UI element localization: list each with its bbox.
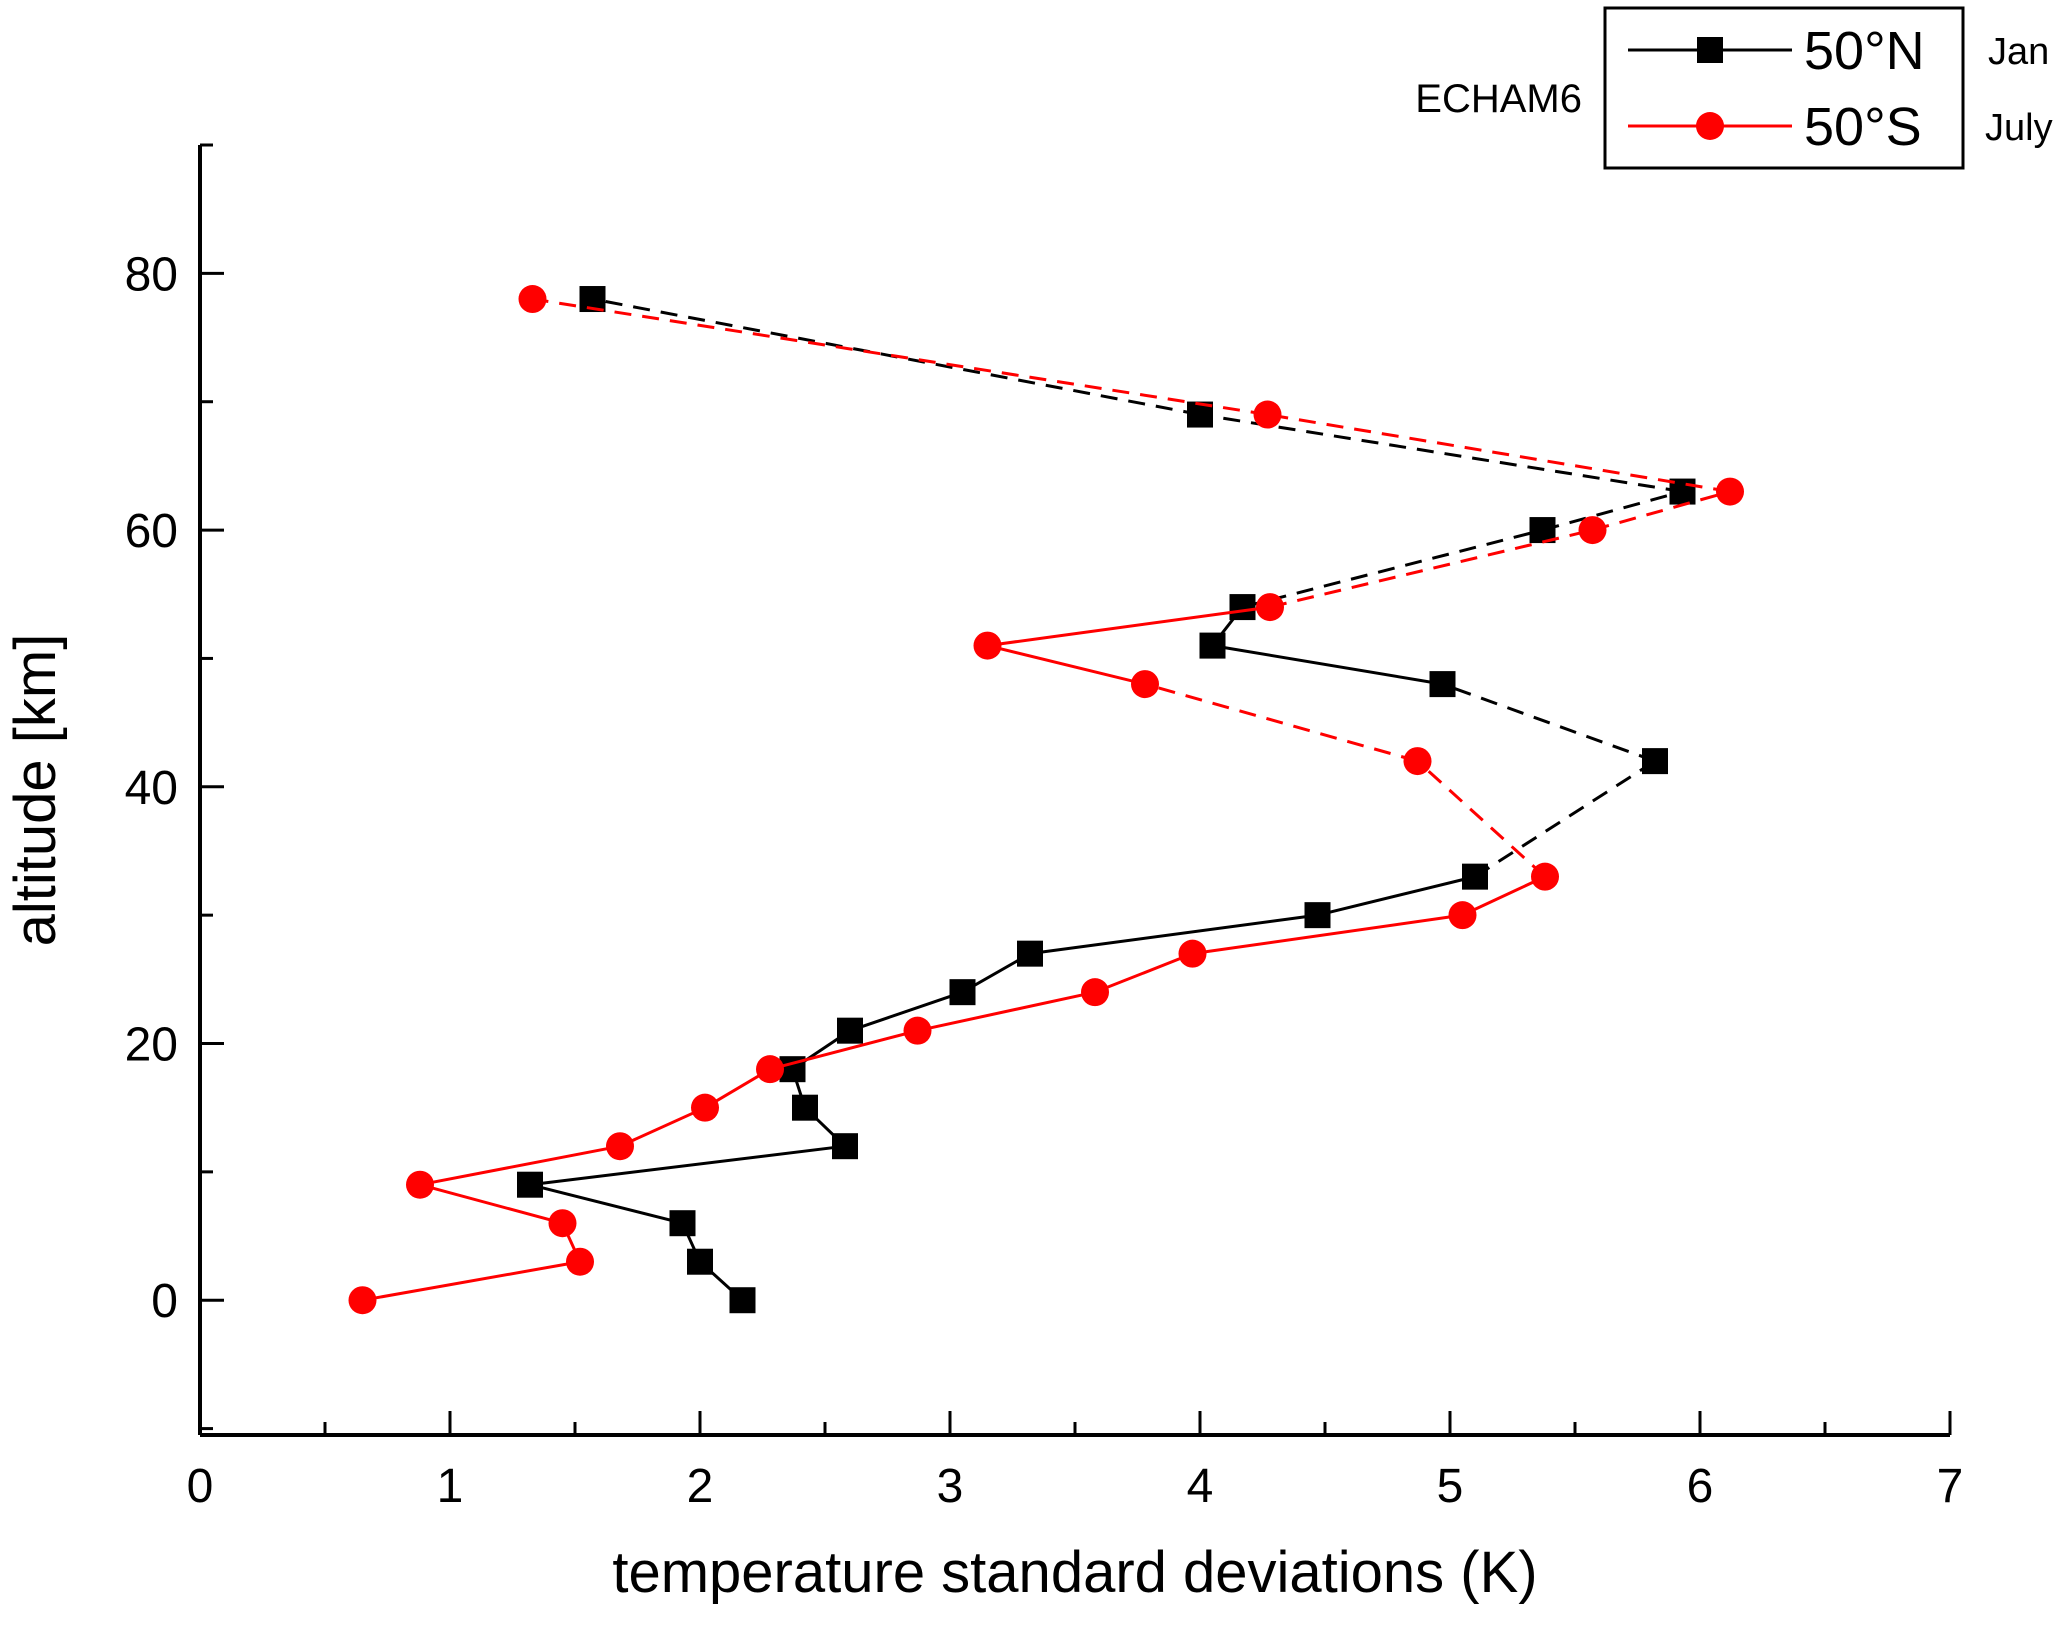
season-label-july: July bbox=[1985, 107, 2053, 149]
data-point-square bbox=[1429, 671, 1456, 698]
data-point-circle bbox=[1448, 901, 1477, 930]
data-point-square bbox=[832, 1133, 858, 1160]
data-point-circle bbox=[406, 1170, 434, 1199]
series-50s-july bbox=[348, 285, 1744, 1315]
data-point-square bbox=[1642, 748, 1668, 775]
data-point-circle bbox=[691, 1093, 719, 1122]
data-point-square bbox=[1229, 594, 1256, 621]
data-point-square bbox=[1304, 902, 1331, 929]
y-tick-label: 80 bbox=[125, 248, 178, 301]
x-tick-label: 3 bbox=[937, 1460, 964, 1513]
series-segment bbox=[1212, 644, 1443, 686]
y-tick-label: 0 bbox=[151, 1275, 178, 1328]
data-point-circle bbox=[548, 1209, 577, 1238]
data-point-circle bbox=[1578, 516, 1607, 545]
series-segment bbox=[1592, 490, 1731, 532]
data-point-circle bbox=[348, 1286, 377, 1315]
y-axis-title: altitude [km] bbox=[3, 634, 68, 947]
series-segment bbox=[1094, 952, 1194, 994]
series-segment bbox=[987, 644, 1146, 686]
data-point-circle bbox=[1256, 593, 1284, 622]
y-tick-label: 60 bbox=[125, 505, 178, 558]
data-point-square bbox=[687, 1248, 713, 1275]
series-segment bbox=[1242, 528, 1543, 609]
series-segment bbox=[1474, 759, 1656, 878]
legend-circle-marker-icon bbox=[1696, 112, 1724, 140]
series-segment bbox=[987, 605, 1271, 648]
series-segment bbox=[529, 1183, 683, 1225]
series-segment bbox=[849, 990, 963, 1033]
data-point-square bbox=[837, 1017, 863, 1044]
x-tick-label: 2 bbox=[687, 1460, 714, 1513]
data-point-circle bbox=[1716, 477, 1744, 506]
data-point-circle bbox=[756, 1055, 784, 1084]
data-point-square bbox=[517, 1171, 543, 1198]
series-segment bbox=[619, 1106, 706, 1148]
x-tick-label: 7 bbox=[1937, 1460, 1964, 1513]
x-tick-label: 5 bbox=[1437, 1460, 1464, 1513]
y-tick-label: 20 bbox=[125, 1019, 178, 1072]
data-point-circle bbox=[1081, 978, 1109, 1007]
model-annotation: ECHAM6 bbox=[1415, 77, 1582, 121]
data-point-circle bbox=[903, 1016, 932, 1045]
x-tick-label: 1 bbox=[437, 1460, 464, 1513]
season-label-jan: Jan bbox=[1988, 31, 2049, 73]
data-point-circle bbox=[1253, 400, 1282, 429]
data-point-square bbox=[1199, 632, 1226, 659]
series-segment bbox=[769, 1029, 918, 1071]
series-segment bbox=[1542, 490, 1683, 532]
series-segment bbox=[1192, 913, 1463, 956]
chart-generated-layer: 0 1 2 3 4 5 6 7 0 20 40 60 80 bbox=[125, 143, 1964, 1513]
series-segment bbox=[529, 1144, 846, 1187]
x-axis-title: temperature standard deviations (K) bbox=[612, 1540, 1537, 1605]
legend-entry-50n: 50°N Jan bbox=[1628, 21, 2049, 81]
legend-label-50n: 50°N bbox=[1804, 21, 1925, 81]
x-tick-label: 6 bbox=[1687, 1460, 1714, 1513]
data-point-circle bbox=[1178, 939, 1207, 968]
legend: 50°N Jan 50°S July bbox=[1603, 6, 2053, 170]
series-segment bbox=[532, 297, 1268, 417]
data-point-circle bbox=[606, 1132, 634, 1161]
series-segment bbox=[1267, 413, 1731, 494]
data-point-square bbox=[1017, 940, 1043, 967]
data-point-circle bbox=[973, 631, 1002, 660]
series-segment bbox=[1144, 682, 1418, 763]
data-point-circle bbox=[1403, 747, 1432, 776]
data-point-circle bbox=[566, 1247, 594, 1276]
series-segment bbox=[1416, 760, 1547, 878]
series-segment bbox=[917, 990, 1096, 1033]
legend-entry-50s: 50°S July bbox=[1628, 97, 2053, 157]
data-point-square bbox=[949, 979, 976, 1006]
legend-label-50s: 50°S bbox=[1804, 97, 1922, 157]
series-segment bbox=[1441, 682, 1656, 763]
y-tick-label: 40 bbox=[125, 762, 178, 815]
legend-square-marker-icon bbox=[1697, 37, 1723, 63]
data-point-square bbox=[669, 1210, 696, 1237]
x-tick-label: 0 bbox=[187, 1460, 214, 1513]
legend-box bbox=[1603, 6, 1965, 170]
series-segment bbox=[1269, 528, 1593, 609]
x-tick-label: 4 bbox=[1187, 1460, 1214, 1513]
data-point-square bbox=[1462, 863, 1488, 890]
data-point-circle bbox=[1131, 670, 1159, 699]
data-point-square bbox=[729, 1287, 756, 1314]
series-segment bbox=[1029, 913, 1318, 956]
data-point-circle bbox=[518, 285, 547, 314]
series-segment bbox=[1461, 875, 1546, 917]
data-point-square bbox=[792, 1094, 818, 1121]
series-segment bbox=[419, 1144, 621, 1187]
series-segment bbox=[1317, 875, 1476, 917]
series-segment bbox=[362, 1260, 581, 1302]
series-50n-jan bbox=[517, 286, 1696, 1314]
data-point-circle bbox=[1531, 862, 1559, 891]
series-segment bbox=[419, 1183, 563, 1225]
series-segment bbox=[1199, 413, 1683, 494]
